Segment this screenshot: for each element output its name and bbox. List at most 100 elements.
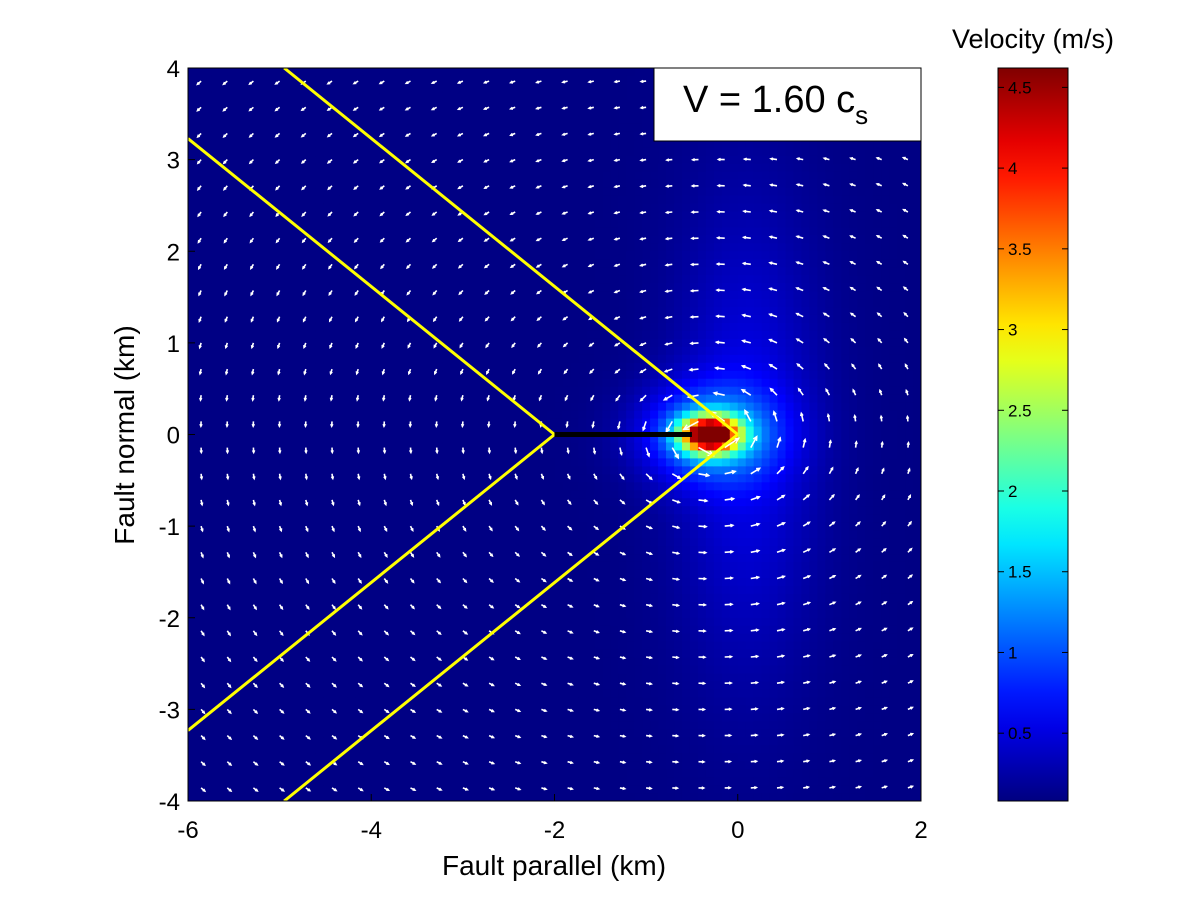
heatmap-cell bbox=[554, 418, 564, 428]
heatmap-cell bbox=[387, 68, 396, 77]
heatmap-cell bbox=[474, 115, 484, 125]
heatmap-cell bbox=[339, 561, 348, 571]
heatmap-cell bbox=[562, 123, 572, 133]
heatmap-cell bbox=[259, 83, 269, 93]
heatmap-cell bbox=[395, 665, 404, 675]
heatmap-cell bbox=[610, 450, 619, 459]
heatmap-cell bbox=[283, 593, 293, 603]
heatmap-cell bbox=[602, 681, 611, 691]
heatmap-cell bbox=[594, 761, 603, 770]
heatmap-cell bbox=[188, 450, 197, 459]
heatmap-cell bbox=[490, 474, 500, 483]
heatmap-cell bbox=[562, 187, 572, 197]
heatmap-cell bbox=[219, 267, 229, 276]
heatmap-cell bbox=[434, 330, 444, 340]
heatmap-cell bbox=[211, 577, 221, 587]
heatmap-cell bbox=[586, 251, 595, 260]
heatmap-cell bbox=[474, 538, 484, 547]
heatmap-cell bbox=[474, 99, 484, 109]
heatmap-cell bbox=[259, 593, 269, 603]
heatmap-cell bbox=[267, 299, 277, 308]
heatmap-cell bbox=[482, 410, 492, 420]
heatmap-cell bbox=[403, 601, 412, 611]
heatmap-cell bbox=[610, 147, 619, 157]
heatmap-cell bbox=[427, 227, 436, 236]
heatmap-cell bbox=[379, 346, 388, 356]
heatmap-cell bbox=[331, 729, 340, 738]
heatmap-cell bbox=[331, 450, 340, 459]
heatmap-cell bbox=[403, 155, 412, 165]
heatmap-cell bbox=[379, 538, 388, 547]
heatmap-cell bbox=[211, 275, 221, 284]
heatmap-cell bbox=[562, 697, 572, 706]
heatmap-cell bbox=[347, 426, 356, 436]
heatmap-cell bbox=[546, 530, 556, 539]
heatmap-cell bbox=[458, 83, 468, 93]
heatmap-cell bbox=[267, 745, 277, 754]
heatmap-cell bbox=[554, 259, 564, 268]
heatmap-cell bbox=[331, 514, 340, 523]
heatmap-cell bbox=[219, 394, 229, 404]
heatmap-cell bbox=[283, 466, 293, 475]
heatmap-cell bbox=[347, 458, 356, 467]
heatmap-cell bbox=[586, 737, 595, 746]
heatmap-cell bbox=[323, 649, 333, 659]
heatmap-cell bbox=[434, 235, 444, 244]
heatmap-cell bbox=[227, 609, 237, 619]
heatmap-cell bbox=[482, 546, 492, 555]
heatmap-cell bbox=[355, 83, 364, 93]
heatmap-cell bbox=[227, 713, 237, 722]
heatmap-cell bbox=[331, 585, 340, 595]
heatmap-cell bbox=[251, 777, 261, 786]
heatmap-cell bbox=[323, 745, 333, 754]
heatmap-cell bbox=[570, 554, 579, 563]
heatmap-cell bbox=[602, 617, 611, 627]
heatmap-cell bbox=[291, 569, 301, 579]
heatmap-cell bbox=[219, 737, 229, 746]
heatmap-cell bbox=[427, 275, 436, 284]
heatmap-cell bbox=[522, 68, 532, 77]
heatmap-cell bbox=[291, 219, 301, 228]
heatmap-cell bbox=[530, 291, 540, 300]
heatmap-cell bbox=[203, 386, 213, 396]
heatmap-cell bbox=[458, 617, 468, 627]
heatmap-cell bbox=[514, 474, 524, 483]
heatmap-cell bbox=[482, 346, 492, 356]
heatmap-cell bbox=[371, 139, 380, 149]
heatmap-cell bbox=[363, 442, 372, 452]
heatmap-cell bbox=[387, 163, 396, 173]
heatmap-cell bbox=[602, 625, 611, 635]
heatmap-cell bbox=[379, 307, 388, 316]
heatmap-cell bbox=[554, 163, 564, 173]
heatmap-cell bbox=[219, 203, 229, 213]
heatmap-cell bbox=[315, 514, 325, 523]
heatmap-cell bbox=[442, 745, 452, 754]
heatmap-cell bbox=[259, 299, 269, 308]
heatmap-cell bbox=[235, 171, 245, 181]
heatmap-cell bbox=[267, 235, 277, 244]
heatmap-cell bbox=[610, 179, 619, 189]
heatmap-cell bbox=[259, 522, 269, 531]
heatmap-cell bbox=[570, 681, 579, 691]
heatmap-cell bbox=[538, 307, 548, 316]
heatmap-cell bbox=[275, 243, 285, 252]
heatmap-cell bbox=[474, 649, 484, 659]
heatmap-cell bbox=[442, 394, 452, 404]
heatmap-cell bbox=[259, 753, 269, 762]
heatmap-cell bbox=[188, 394, 197, 404]
heatmap-cell bbox=[546, 793, 556, 801]
heatmap-cell bbox=[506, 689, 516, 699]
heatmap-cell bbox=[554, 131, 564, 141]
heatmap-cell bbox=[578, 745, 587, 754]
heatmap-cell bbox=[371, 370, 380, 380]
heatmap-cell bbox=[482, 299, 492, 308]
heatmap-cell bbox=[562, 617, 572, 627]
heatmap-cell bbox=[578, 593, 587, 603]
heatmap-cell bbox=[546, 115, 556, 125]
heatmap-cell bbox=[562, 235, 572, 244]
heatmap-cell bbox=[498, 307, 508, 316]
heatmap-cell bbox=[450, 474, 460, 483]
heatmap-cell bbox=[554, 546, 564, 555]
heatmap-cell bbox=[339, 737, 348, 746]
heatmap-cell bbox=[442, 601, 452, 611]
